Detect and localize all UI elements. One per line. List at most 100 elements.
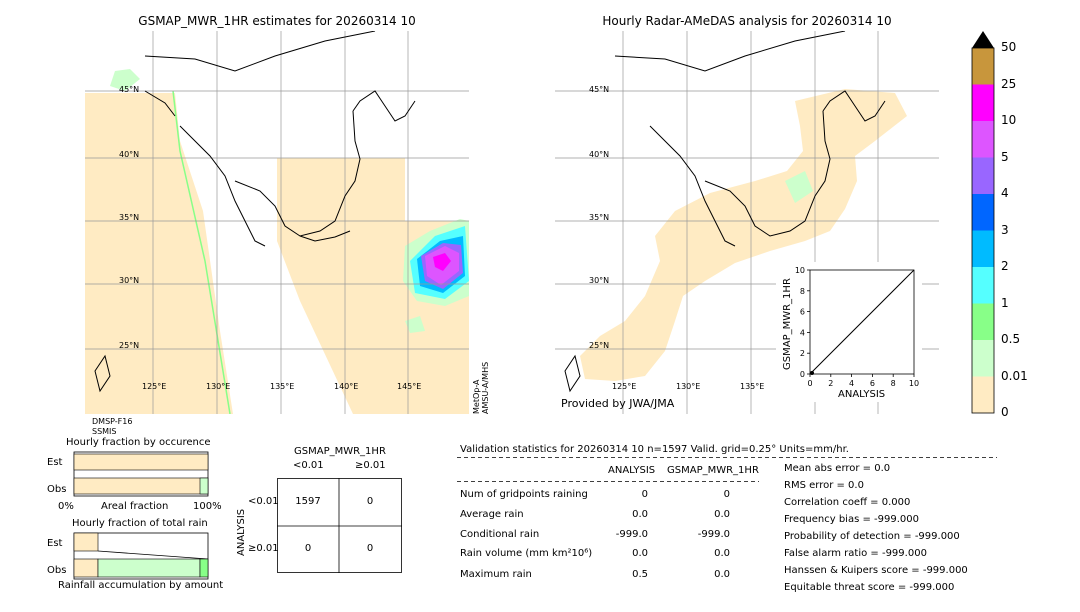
validation-dashed-rule — [457, 457, 997, 458]
sensor-right-2: AMSU-A/MHS — [481, 361, 490, 414]
validation-row-gsmap: 0.0 — [714, 548, 730, 559]
left-lon-label-145: 145°E — [397, 382, 422, 391]
left-map-coverage-west — [85, 93, 233, 414]
score-far: False alarm ratio = -999.000 — [784, 548, 927, 559]
left-map-title: GSMAP_MWR_1HR estimates for 20260314 10 — [138, 14, 416, 28]
colorbar-cell — [972, 194, 994, 231]
inset-scatter-plot: 0 2 4 6 8 10 0 2 4 6 8 10 — [776, 262, 922, 402]
validation-row-analysis: 0.0 — [632, 509, 648, 520]
colorbar-cell — [972, 48, 994, 85]
left-lat-label-35: 35°N — [119, 213, 140, 222]
occurrence-bar-obs — [73, 477, 209, 495]
score-rms-error: RMS error = 0.0 — [784, 480, 864, 491]
inset-xlabel: ANALYSIS — [838, 389, 886, 400]
total-rain-row-est: Est — [47, 538, 63, 549]
inset-x-tick-label: 8 — [891, 379, 896, 388]
colorbar-cell — [972, 303, 994, 340]
validation-row-label: Maximum rain — [460, 569, 532, 580]
contingency-title: GSMAP_MWR_1HR — [294, 446, 386, 457]
validation-row-analysis: 0.5 — [632, 569, 648, 580]
left-lat-label-25: 25°N — [119, 341, 140, 350]
total-rain-bars — [73, 532, 209, 580]
colorbar-label: 25 — [1001, 76, 1017, 91]
score-correlation: Correlation coeff = 0.000 — [784, 497, 911, 508]
right-map-title: Hourly Radar-AMeDAS analysis for 2026031… — [602, 14, 892, 28]
inset-scatter-point — [810, 371, 814, 375]
score-pod: Probability of detection = -999.000 — [784, 531, 960, 542]
validation-row-gsmap: -999.0 — [697, 529, 730, 540]
inset-x-tick-label: 0 — [807, 379, 812, 388]
left-map-coverage-center — [277, 158, 469, 414]
validation-col-gsmap: GSMAP_MWR_1HR — [667, 465, 759, 476]
validation-row-gsmap: 0 — [723, 489, 730, 500]
inset-y-tick-label: 4 — [800, 328, 805, 337]
contingency-row-axis-label: ANALYSIS — [236, 508, 247, 556]
inset-x-tick-label: 4 — [849, 379, 854, 388]
validation-row-analysis: 0 — [641, 489, 648, 500]
validation-row-label: Num of gridpoints raining — [460, 489, 588, 500]
validation-row-analysis: 0.0 — [632, 548, 648, 559]
total-rain-axis-label: Rainfall accumulation by amount — [58, 580, 224, 591]
colorbar-cell — [972, 84, 994, 121]
inset-diagonal-line — [809, 269, 915, 375]
contingency-cell-22: 0 — [366, 543, 374, 554]
inset-ylabel: GSMAP_MWR_1HR — [782, 278, 793, 370]
contingency-row-header-2: ≥0.01 — [248, 543, 279, 554]
colorbar-cell — [972, 230, 994, 267]
inset-y-tick-label: 0 — [800, 370, 805, 379]
left-lat-label-30: 30°N — [119, 276, 140, 285]
total-rain-bar-obs-heavy — [199, 558, 209, 578]
contingency-col-header-1: <0.01 — [293, 460, 324, 471]
left-lat-label-45: 45°N — [119, 85, 140, 94]
left-lon-label-140: 140°E — [334, 382, 359, 391]
colorbar-cell — [972, 340, 994, 377]
inset-y-tick-label: 6 — [800, 308, 805, 317]
contingency-cell-12: 0 — [366, 496, 374, 507]
right-lat-label-35: 35°N — [589, 213, 610, 222]
total-rain-title: Hourly fraction of total rain — [72, 518, 208, 529]
validation-row-label: Average rain — [460, 509, 524, 520]
colorbar — [971, 31, 995, 414]
total-rain-row-obs: Obs — [47, 565, 67, 576]
validation-row-analysis: -999.0 — [615, 529, 648, 540]
right-lon-label-125: 125°E — [612, 382, 637, 391]
contingency-cell-11: 1597 — [295, 496, 321, 507]
colorbar-label: 10 — [1001, 113, 1017, 127]
sensor-right-1: MetOp-A — [472, 379, 481, 414]
inset-y-tick-label: 8 — [800, 287, 805, 296]
contingency-grid — [277, 478, 402, 573]
colorbar-label: 50 — [1001, 40, 1017, 54]
sensor-label-2: SSMIS — [92, 427, 117, 436]
validation-row-gsmap: 0.0 — [714, 569, 730, 580]
score-mean-abs-error: Mean abs error = 0.0 — [784, 463, 891, 474]
inset-y-tick-label: 10 — [795, 266, 805, 275]
right-lat-label-25: 25°N — [589, 341, 610, 350]
right-lat-label-30: 30°N — [589, 276, 610, 285]
colorbar-label: 0.5 — [1001, 332, 1021, 346]
total-rain-bar-est — [73, 532, 99, 552]
colorbar-label: 3 — [1001, 222, 1009, 237]
validation-row-gsmap: 0.0 — [714, 509, 730, 520]
colorbar-label: 1 — [1001, 295, 1009, 310]
inset-y-tick-label: 2 — [800, 349, 805, 358]
right-lat-label-40: 40°N — [589, 150, 610, 159]
left-map — [85, 31, 469, 414]
right-lon-label-130: 130°E — [676, 382, 701, 391]
score-hk: Hanssen & Kuipers score = -999.000 — [784, 565, 968, 576]
occurrence-row-obs: Obs — [47, 484, 67, 495]
score-ets: Equitable threat score = -999.000 — [784, 582, 955, 593]
inset-x-tick-label: 10 — [909, 379, 919, 388]
inset-x-tick-label: 2 — [828, 379, 833, 388]
occurrence-title: Hourly fraction by occurence — [66, 437, 211, 448]
occurrence-axis-label: Areal fraction — [101, 501, 169, 512]
inset-x-tick-label: 6 — [870, 379, 875, 388]
sensor-label-1: DMSP-F16 — [92, 417, 133, 426]
right-lon-label-135: 135°E — [740, 382, 765, 391]
occurrence-bar-est — [73, 453, 209, 471]
left-lon-label-125: 125°E — [142, 382, 167, 391]
colorbar-cell — [972, 157, 994, 194]
left-lat-label-40: 40°N — [119, 150, 140, 159]
colorbar-label: 5 — [1001, 149, 1009, 164]
total-rain-bar-obs-light — [97, 558, 201, 578]
occurrence-row-est: Est — [47, 457, 63, 468]
